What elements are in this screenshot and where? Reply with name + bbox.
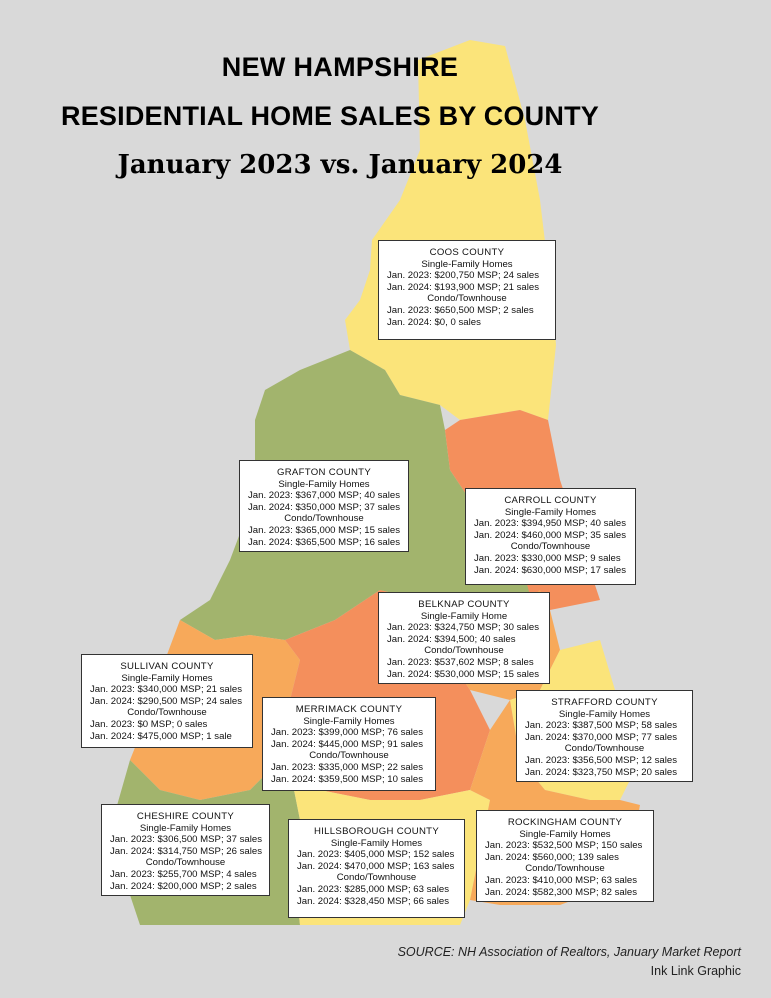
ct-label: Condo/Townhouse	[336, 872, 417, 884]
sf-label: Single-Family Homes	[558, 708, 651, 720]
sf-2023: Jan. 2023: $399,000 MSP; 76 sales	[271, 727, 424, 739]
ct-2023: Jan. 2023: $650,500 MSP; 2 sales	[387, 304, 534, 316]
source-note: SOURCE: NH Association of Realtors, Janu…	[397, 945, 741, 959]
coos-county-box: COOS COUNTY Single-Family Homes Jan. 202…	[378, 240, 556, 340]
sf-label: Single-Family Homes	[303, 715, 395, 727]
county-name: STRAFFORD COUNTY	[551, 697, 658, 708]
ct-2023: Jan. 2023: $285,000 MSP; 63 sales	[297, 883, 450, 895]
carroll-county-box: CARROLL COUNTY Single-Family Homes Jan. …	[465, 488, 636, 585]
ct-label: Condo/Townhouse	[127, 707, 207, 719]
county-name: CHESHIRE COUNTY	[136, 811, 235, 822]
hillsborough-county-box: HILLSBOROUGH COUNTY Single-Family Homes …	[288, 819, 465, 918]
sf-label: Single-Family Homes	[121, 672, 213, 684]
ct-2024: Jan. 2024: $0, 0 sales	[387, 316, 481, 328]
title-line-3: January 2023 vs. January 2024	[117, 150, 563, 180]
title-line-2: RESIDENTIAL HOME SALES BY COUNTY	[61, 101, 599, 131]
county-name: SULLIVAN COUNTY	[120, 661, 214, 672]
ct-label: Condo/Townhouse	[427, 293, 507, 305]
ct-2023: Jan. 2023: $537,602 MSP; 8 sales	[387, 656, 534, 668]
sf-2023: Jan. 2023: $340,000 MSP; 21 sales	[90, 684, 243, 696]
grafton-county-box: GRAFTON COUNTY Single-Family Homes Jan. …	[239, 460, 409, 552]
ct-2024: Jan. 2024: $630,000 MSP; 17 sales	[474, 564, 627, 576]
sf-label: Single-Family Homes	[330, 837, 423, 849]
sf-label: Single-Family Homes	[519, 828, 611, 840]
sf-2024: Jan. 2024: $460,000 MSP; 35 sales	[474, 529, 627, 541]
ct-label: Condo/Townhouse	[510, 541, 591, 553]
sf-2024: Jan. 2024: $290,500 MSP; 24 sales	[90, 695, 243, 707]
ct-2023: Jan. 2023: $410,000 MSP; 63 sales	[485, 874, 638, 886]
ct-2024: Jan. 2024: $530,000 MSP; 15 sales	[387, 668, 540, 680]
ct-label: Condo/Townhouse	[525, 863, 605, 875]
ct-2024: Jan. 2024: $359,500 MSP; 10 sales	[271, 773, 424, 785]
sf-2024: Jan. 2024: $470,000 MSP; 163 sales	[297, 860, 455, 872]
sf-label: Single-Family Homes	[421, 258, 513, 270]
sf-2024: Jan. 2024: $350,000 MSP; 37 sales	[248, 501, 401, 513]
ct-2024: Jan. 2024: $365,500 MSP; 16 sales	[248, 536, 401, 548]
ct-2023: Jan. 2023: $0 MSP; 0 sales	[90, 718, 208, 730]
cheshire-county-box: CHESHIRE COUNTY Single-Family Homes Jan.…	[101, 804, 270, 896]
ct-2023: Jan. 2023: $365,000 MSP; 15 sales	[248, 524, 401, 536]
ct-label: Condo/Townhouse	[564, 743, 645, 755]
sf-label: Single-Family Home	[420, 610, 508, 622]
ct-2023: Jan. 2023: $335,000 MSP; 22 sales	[271, 761, 424, 773]
ct-2023: Jan. 2023: $330,000 MSP; 9 sales	[474, 552, 621, 564]
ct-label: Condo/Townhouse	[145, 857, 226, 869]
belknap-county-box: BELKNAP COUNTY Single-Family Home Jan. 2…	[378, 592, 550, 684]
ct-2023: Jan. 2023: $356,500 MSP; 12 sales	[525, 754, 678, 766]
ct-2024: Jan. 2024: $323,750 MSP; 20 sales	[525, 766, 678, 778]
sf-label: Single-Family Homes	[278, 478, 370, 490]
ct-2024: Jan. 2024: $200,000 MSP; 2 sales	[110, 880, 257, 892]
ct-2023: Jan. 2023: $255,700 MSP; 4 sales	[110, 868, 257, 880]
sf-2023: Jan. 2023: $405,000 MSP; 152 sales	[297, 849, 455, 861]
sf-2024: Jan. 2024: $193,900 MSP; 21 sales	[387, 281, 540, 293]
sf-2023: Jan. 2023: $324,750 MSP; 30 sales	[387, 622, 540, 634]
county-name: COOS COUNTY	[429, 247, 505, 258]
sf-label: Single-Family Homes	[139, 822, 232, 834]
sf-2023: Jan. 2023: $367,000 MSP; 40 sales	[248, 490, 401, 502]
sullivan-county-box: SULLIVAN COUNTY Single-Family Homes Jan.…	[81, 654, 253, 748]
ct-2024: Jan. 2024: $328,450 MSP; 66 sales	[297, 895, 450, 907]
county-name: MERRIMACK COUNTY	[295, 704, 403, 715]
rockingham-county-box: ROCKINGHAM COUNTY Single-Family Homes Ja…	[476, 810, 654, 902]
strafford-county-box: STRAFFORD COUNTY Single-Family Homes Jan…	[516, 690, 693, 782]
county-name: GRAFTON COUNTY	[276, 467, 372, 478]
title-line-1: NEW HAMPSHIRE	[221, 52, 459, 82]
sf-2023: Jan. 2023: $532,500 MSP; 150 sales	[485, 840, 643, 852]
sf-2024: Jan. 2024: $394,500; 40 sales	[387, 633, 516, 645]
sf-2024: Jan. 2024: $445,000 MSP; 91 sales	[271, 738, 424, 750]
sf-2023: Jan. 2023: $394,950 MSP; 40 sales	[474, 518, 627, 530]
sf-2024: Jan. 2024: $560,000; 139 sales	[485, 851, 619, 863]
ct-2024: Jan. 2024: $582,300 MSP; 82 sales	[485, 886, 638, 898]
sf-label: Single-Family Homes	[504, 506, 597, 518]
county-name: CARROLL COUNTY	[504, 495, 597, 506]
sf-2023: Jan. 2023: $200,750 MSP; 24 sales	[387, 270, 540, 282]
ct-label: Condo/Townhouse	[309, 750, 389, 762]
coos-region	[345, 40, 556, 420]
county-name: BELKNAP COUNTY	[418, 599, 510, 610]
merrimack-county-box: MERRIMACK COUNTY Single-Family Homes Jan…	[262, 697, 436, 791]
sf-2024: Jan. 2024: $314,750 MSP; 26 sales	[110, 845, 263, 857]
ct-2024: Jan. 2024: $475,000 MSP; 1 sale	[90, 730, 232, 742]
ct-label: Condo/Townhouse	[284, 513, 364, 525]
ct-label: Condo/Townhouse	[424, 645, 504, 657]
county-name: HILLSBOROUGH COUNTY	[313, 826, 440, 837]
credit-note: Ink Link Graphic	[650, 964, 741, 978]
sf-2023: Jan. 2023: $306,500 MSP; 37 sales	[110, 834, 263, 846]
sf-2024: Jan. 2024: $370,000 MSP; 77 sales	[525, 731, 678, 743]
county-name: ROCKINGHAM COUNTY	[507, 817, 623, 828]
sf-2023: Jan. 2023: $387,500 MSP; 58 sales	[525, 720, 678, 732]
